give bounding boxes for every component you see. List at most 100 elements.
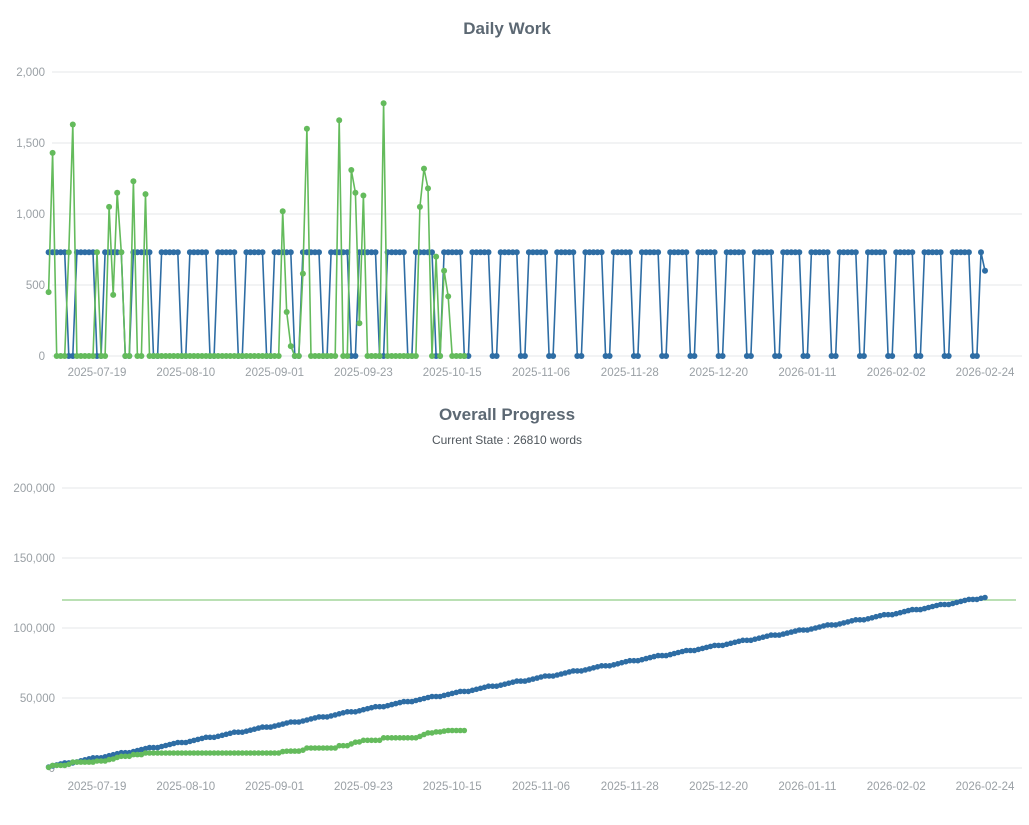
data-point bbox=[283, 748, 290, 754]
data-point bbox=[505, 249, 512, 256]
planned-daily-series bbox=[45, 249, 988, 359]
data-point bbox=[251, 353, 258, 359]
x-axis-tick-label: 2025-11-28 bbox=[601, 367, 659, 379]
overall-progress-title: Overall Progress bbox=[439, 405, 575, 424]
data-point bbox=[397, 735, 403, 741]
data-point bbox=[199, 750, 205, 756]
data-point bbox=[384, 735, 391, 741]
data-point bbox=[978, 249, 984, 256]
data-point bbox=[485, 249, 492, 256]
data-point bbox=[570, 668, 577, 674]
data-point bbox=[885, 353, 892, 359]
data-point bbox=[292, 748, 298, 754]
data-point bbox=[513, 249, 520, 256]
data-point bbox=[195, 750, 201, 756]
x-axis-tick-label: 2025-11-28 bbox=[601, 781, 659, 793]
data-point bbox=[138, 249, 145, 256]
x-axis-tick-label: 2026-02-02 bbox=[867, 781, 926, 793]
data-point bbox=[57, 762, 64, 769]
data-point bbox=[796, 627, 803, 633]
data-point bbox=[683, 249, 690, 256]
data-point bbox=[118, 249, 125, 256]
data-point bbox=[215, 353, 222, 359]
data-point bbox=[320, 714, 326, 720]
data-point bbox=[542, 673, 548, 679]
data-point bbox=[259, 353, 266, 359]
data-point bbox=[594, 249, 601, 256]
data-point bbox=[550, 353, 557, 359]
data-point bbox=[655, 249, 662, 256]
data-point bbox=[751, 249, 758, 256]
data-point bbox=[852, 249, 859, 256]
data-point bbox=[638, 249, 645, 256]
data-point bbox=[368, 737, 375, 744]
data-point bbox=[663, 353, 670, 359]
data-point bbox=[162, 750, 169, 756]
data-point bbox=[425, 185, 431, 192]
data-point bbox=[695, 249, 702, 256]
data-point bbox=[219, 750, 225, 756]
data-point bbox=[574, 353, 581, 359]
data-point bbox=[602, 663, 609, 669]
data-point bbox=[889, 353, 896, 359]
data-point bbox=[235, 729, 242, 735]
data-point bbox=[336, 117, 343, 124]
data-point bbox=[405, 735, 411, 741]
y-axis-tick-label: 100,000 bbox=[13, 623, 55, 635]
data-point bbox=[832, 353, 839, 359]
data-point bbox=[283, 309, 290, 315]
data-point bbox=[194, 353, 201, 359]
data-point bbox=[292, 719, 298, 725]
data-point bbox=[739, 249, 746, 256]
data-point bbox=[150, 744, 157, 751]
data-point bbox=[804, 353, 811, 359]
data-point bbox=[824, 622, 831, 628]
data-point bbox=[340, 353, 347, 359]
data-point bbox=[441, 249, 448, 256]
data-point bbox=[348, 709, 355, 715]
data-point bbox=[542, 249, 549, 256]
data-point bbox=[316, 745, 322, 751]
data-point bbox=[352, 189, 359, 196]
data-point bbox=[453, 727, 460, 734]
data-point bbox=[747, 353, 754, 359]
data-point bbox=[287, 249, 294, 256]
overall-progress-plot: 0 50,000 100,000 150,000 200,000 2025-07-19 20… bbox=[13, 483, 1022, 793]
data-point bbox=[627, 657, 633, 664]
data-point bbox=[207, 734, 213, 741]
data-point bbox=[965, 249, 972, 256]
data-point bbox=[90, 755, 96, 761]
data-point bbox=[707, 249, 714, 256]
data-point bbox=[344, 709, 351, 715]
data-point bbox=[816, 249, 823, 256]
data-point bbox=[231, 750, 238, 756]
data-point bbox=[485, 683, 492, 689]
data-point bbox=[283, 249, 290, 256]
data-point bbox=[344, 353, 351, 359]
data-point bbox=[203, 249, 209, 256]
planned-cumulative-series bbox=[45, 594, 988, 770]
data-point bbox=[94, 249, 100, 256]
data-point bbox=[449, 353, 456, 359]
data-point bbox=[126, 353, 133, 359]
data-point bbox=[857, 617, 863, 623]
data-point bbox=[158, 353, 165, 359]
data-point bbox=[517, 353, 524, 359]
data-point bbox=[691, 353, 698, 359]
data-point bbox=[146, 744, 153, 751]
data-point bbox=[130, 751, 137, 758]
data-point bbox=[429, 249, 435, 256]
data-point bbox=[840, 249, 847, 256]
data-point bbox=[207, 353, 213, 359]
data-point bbox=[259, 724, 266, 730]
data-point bbox=[352, 739, 359, 745]
y-axis-tick-label: 2,000 bbox=[16, 67, 45, 79]
data-point bbox=[263, 750, 270, 756]
data-point bbox=[392, 249, 399, 256]
data-point bbox=[98, 758, 104, 764]
data-point bbox=[973, 353, 980, 359]
y-axis-tick-label: 0 bbox=[39, 351, 45, 363]
data-point bbox=[267, 750, 274, 756]
data-point bbox=[235, 750, 242, 756]
x-axis-tick-label: 2025-07-19 bbox=[68, 367, 127, 379]
